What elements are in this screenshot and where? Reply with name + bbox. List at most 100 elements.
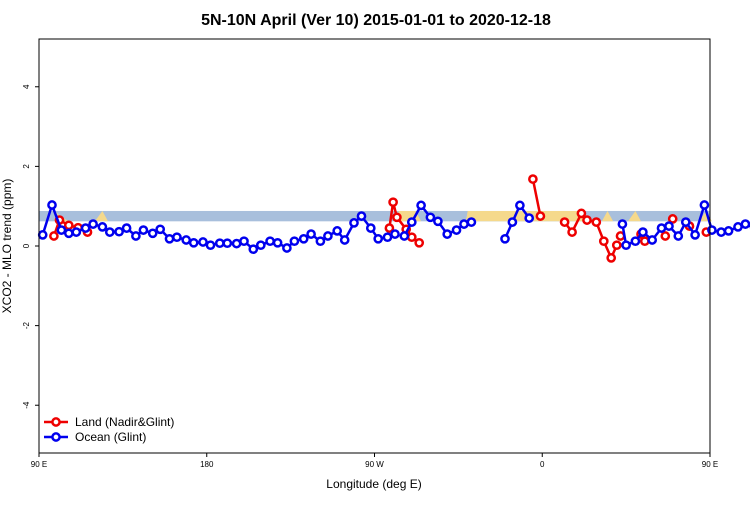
- x-tick-label: 0: [540, 460, 545, 469]
- data-point: [47, 200, 57, 210]
- data-point: [80, 223, 91, 233]
- band-highlight: [628, 211, 641, 222]
- y-tick-label: 4: [22, 84, 31, 89]
- data-point: [699, 200, 710, 210]
- data-point: [630, 236, 641, 247]
- data-point: [390, 229, 400, 239]
- data-point: [667, 214, 678, 224]
- data-point: [71, 227, 82, 237]
- data-point: [466, 217, 477, 227]
- data-point: [567, 227, 577, 237]
- data-point: [559, 217, 570, 227]
- data-point: [172, 232, 182, 243]
- band-highlight: [396, 211, 431, 222]
- data-point: [332, 226, 343, 236]
- data-point: [356, 211, 367, 221]
- data-point: [664, 221, 674, 231]
- data-point: [282, 243, 292, 253]
- data-point: [131, 231, 141, 241]
- data-point: [121, 223, 132, 233]
- data-point: [639, 236, 650, 247]
- data-point: [621, 240, 631, 251]
- data-point: [617, 219, 628, 229]
- legend: Land (Nadir&Glint)Ocean (Glint): [44, 415, 174, 444]
- data-point: [740, 219, 750, 229]
- series-line: [503, 204, 531, 240]
- data-point: [49, 231, 59, 241]
- data-point: [373, 233, 384, 244]
- data-point: [680, 217, 691, 227]
- data-point: [37, 230, 48, 240]
- data-point: [265, 236, 275, 247]
- data-point: [289, 236, 300, 247]
- legend-marker: [51, 432, 61, 442]
- series-line: [531, 178, 542, 217]
- y-axis-label: XCO2 - MLO trend (ppm): [0, 179, 14, 314]
- data-point: [97, 222, 108, 232]
- data-point: [147, 228, 158, 239]
- data-point: [104, 227, 115, 237]
- data-point: [660, 231, 671, 241]
- data-point: [716, 227, 727, 237]
- chart-title: 5N-10N April (Ver 10) 2015-01-01 to 2020…: [201, 12, 551, 29]
- data-point: [382, 232, 393, 243]
- data-point: [188, 237, 199, 248]
- series-0: [49, 174, 712, 263]
- data-point: [507, 217, 518, 227]
- reference-band: [39, 210, 712, 222]
- data-point: [339, 235, 350, 245]
- x-axis-label: Longitude (deg E): [326, 477, 421, 491]
- data-point: [392, 212, 402, 223]
- series-1: [37, 200, 750, 255]
- data-point: [733, 222, 743, 232]
- y-tick-label: 0: [22, 243, 31, 248]
- data-point: [365, 223, 376, 233]
- data-point: [576, 208, 587, 219]
- data-point: [528, 174, 538, 184]
- data-point: [63, 220, 74, 231]
- data-point: [442, 229, 453, 239]
- data-point: [414, 237, 425, 248]
- legend-label: Land (Nadir&Glint): [75, 415, 174, 429]
- y-tick-label: -4: [22, 401, 31, 409]
- data-point: [524, 213, 535, 223]
- data-point: [406, 217, 417, 227]
- data-point: [690, 230, 700, 240]
- data-point: [406, 232, 417, 243]
- series-layer: [37, 174, 750, 263]
- data-point: [591, 217, 602, 227]
- x-tick-label: 180: [200, 460, 214, 469]
- band-highlight: [94, 211, 108, 222]
- data-point: [388, 197, 398, 208]
- y-axis: -4 -2 0 2 4: [22, 84, 39, 409]
- data-point: [606, 253, 617, 263]
- data-point: [214, 238, 225, 249]
- data-point: [707, 225, 717, 235]
- y-tick-label: -2: [22, 322, 31, 330]
- data-point: [500, 233, 510, 244]
- data-point: [56, 225, 67, 235]
- data-point: [114, 226, 124, 237]
- plot-frame: [38, 38, 711, 454]
- band-rect: [39, 210, 710, 222]
- data-point: [272, 237, 283, 248]
- data-point: [155, 224, 166, 235]
- data-point: [384, 223, 395, 233]
- data-point: [306, 229, 316, 239]
- data-point: [138, 225, 149, 235]
- y-tick-label: 2: [22, 164, 31, 169]
- data-point: [298, 233, 309, 244]
- data-point: [239, 236, 249, 247]
- data-point: [459, 219, 469, 229]
- data-point: [222, 238, 233, 249]
- data-point: [88, 219, 98, 229]
- data-point: [255, 240, 266, 251]
- data-point: [315, 236, 326, 247]
- data-point: [451, 225, 462, 235]
- data-point: [647, 235, 658, 245]
- data-point: [205, 240, 216, 251]
- data-point: [433, 216, 443, 227]
- data-point: [164, 233, 175, 244]
- data-point: [63, 228, 74, 239]
